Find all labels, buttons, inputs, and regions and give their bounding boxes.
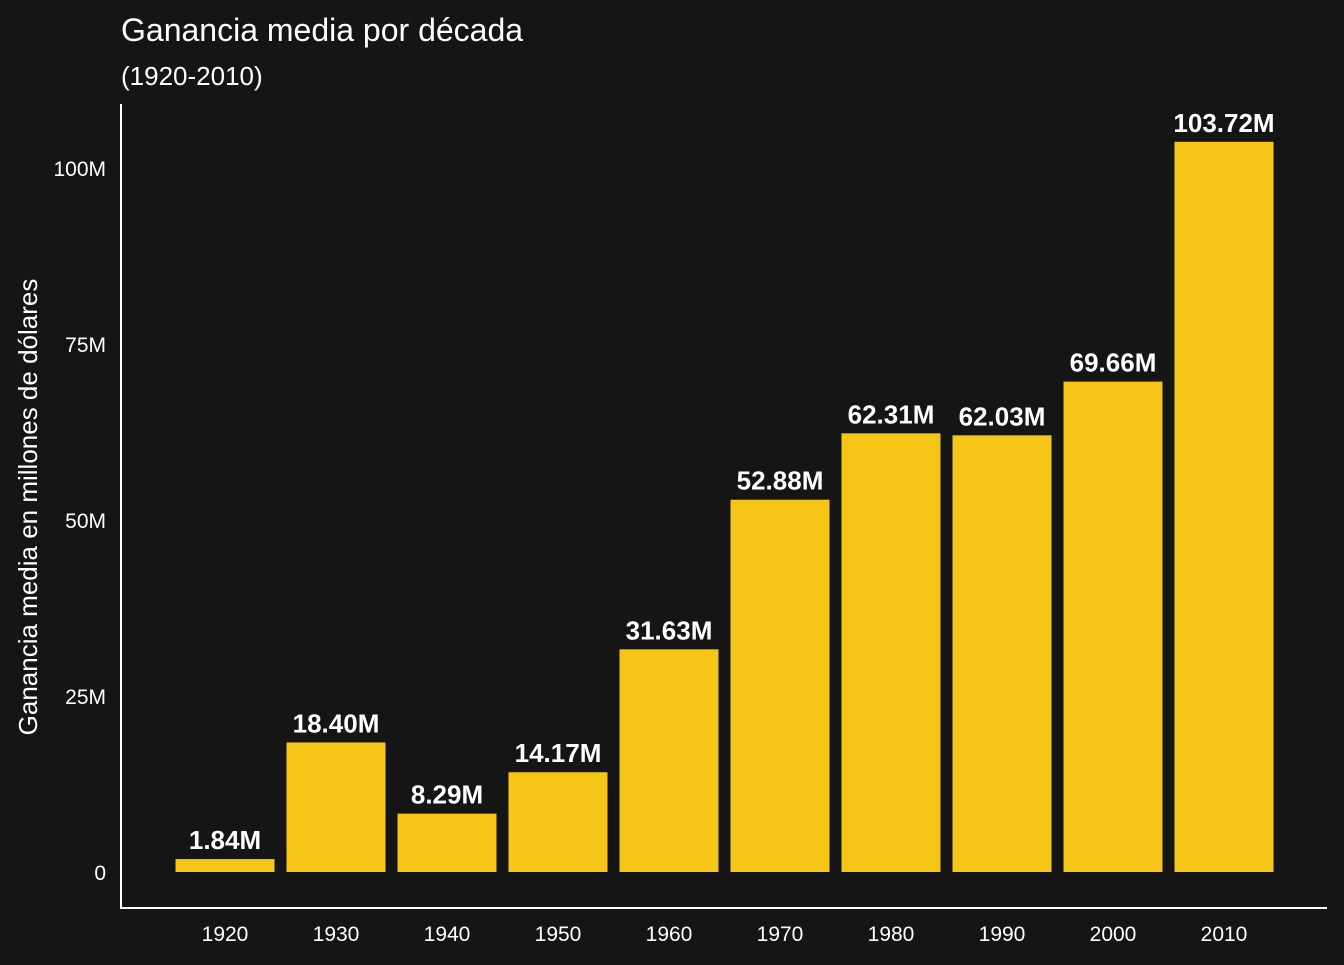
chart-title: Ganancia media por década: [121, 12, 523, 48]
data-labels-group: 1.84M 18.40M 8.29M 14.17M 31.63M 52.88M 62.31M…: [189, 108, 1275, 855]
bar-1920: [175, 859, 275, 872]
x-tick-label-1950: 1950: [535, 923, 582, 946]
bars-group: [175, 141, 1274, 872]
data-label-1930: 18.40M: [293, 708, 380, 738]
x-tick-label-1960: 1960: [646, 923, 693, 946]
x-tick-label-1940: 1940: [424, 923, 471, 946]
data-label-1940: 8.29M: [411, 780, 483, 810]
y-axis-ticks: 0 25M 50M 75M 100M: [53, 158, 106, 885]
y-tick-label-25: 25M: [65, 686, 106, 709]
data-label-2000: 69.66M: [1070, 348, 1157, 378]
bar-1990: [952, 435, 1052, 872]
chart-subtitle: (1920-2010): [121, 61, 263, 91]
data-label-1960: 31.63M: [626, 615, 713, 645]
bar-2000: [1063, 381, 1163, 872]
data-label-2010: 103.72M: [1173, 108, 1274, 138]
data-label-1990: 62.03M: [959, 401, 1046, 431]
bar-1930: [286, 742, 386, 872]
y-tick-label-75: 75M: [65, 334, 106, 357]
data-label-1970: 52.88M: [737, 466, 824, 496]
y-axis-title: Ganancia media en millones de dólares: [13, 279, 43, 736]
x-tick-label-1930: 1930: [313, 923, 360, 946]
bar-1960: [619, 649, 719, 872]
data-label-1980: 62.31M: [848, 399, 935, 429]
bar-2010: [1174, 141, 1274, 872]
x-axis-ticks: 1920 1930 1940 1950 1960 1970 1980 1990 2000 2010: [202, 923, 1248, 946]
x-tick-label-1920: 1920: [202, 923, 249, 946]
bar-1980: [841, 433, 941, 872]
x-tick-label-1970: 1970: [757, 923, 804, 946]
bar-1970: [730, 499, 830, 872]
y-tick-label-0: 0: [94, 862, 106, 885]
data-label-1950: 14.17M: [515, 738, 602, 768]
x-tick-label-2010: 2010: [1201, 923, 1248, 946]
y-tick-label-50: 50M: [65, 510, 106, 533]
bar-1950: [508, 772, 608, 872]
x-tick-label-2000: 2000: [1090, 923, 1137, 946]
data-label-1920: 1.84M: [189, 825, 261, 855]
bar-1940: [397, 813, 497, 872]
x-tick-label-1990: 1990: [979, 923, 1026, 946]
x-tick-label-1980: 1980: [868, 923, 915, 946]
y-tick-label-100: 100M: [53, 158, 106, 181]
